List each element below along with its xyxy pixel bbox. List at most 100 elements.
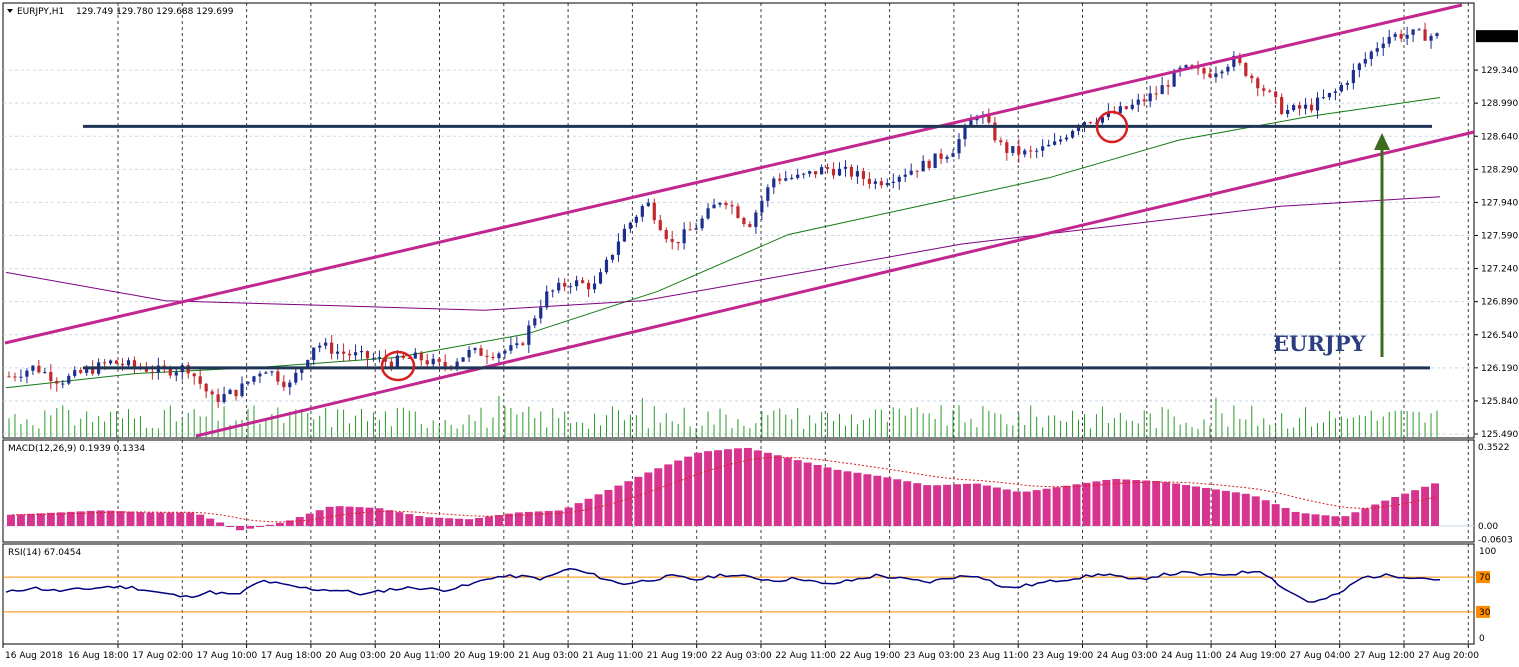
candle-body bbox=[808, 171, 812, 174]
drawing-objects[interactable] bbox=[4, 3, 1475, 438]
candle-body bbox=[132, 360, 137, 367]
candle-body bbox=[1154, 93, 1158, 95]
macd-bar bbox=[1162, 482, 1171, 526]
macd-bar bbox=[1072, 484, 1081, 526]
price-tick-label: 127.940 bbox=[1481, 198, 1518, 208]
price-tick-label: 125.490 bbox=[1481, 430, 1518, 440]
candle-body bbox=[521, 343, 525, 345]
macd-bar bbox=[1261, 500, 1270, 526]
candle-body bbox=[294, 372, 298, 383]
macd-bar bbox=[1431, 483, 1439, 526]
candle-body bbox=[742, 218, 746, 225]
time-tick-label: 16 Aug 2018 bbox=[5, 651, 63, 661]
macd-bar bbox=[1082, 482, 1091, 526]
candle-body bbox=[610, 254, 615, 260]
macd-bar bbox=[783, 457, 792, 526]
time-tick-label: 23 Aug 03:00 bbox=[904, 651, 965, 661]
candle-body bbox=[557, 282, 561, 291]
macd-bar bbox=[1421, 486, 1430, 526]
macd-bar bbox=[704, 451, 713, 526]
candle-body bbox=[837, 168, 842, 176]
candle-body bbox=[228, 389, 232, 395]
candle-body bbox=[300, 366, 304, 373]
time-tick-label: 21 Aug 11:00 bbox=[582, 651, 643, 661]
macd-bar bbox=[1221, 490, 1230, 526]
rsi-level-tag bbox=[1476, 605, 1490, 618]
macd-bar bbox=[1182, 485, 1191, 526]
macd-bar bbox=[724, 449, 732, 526]
macd-bar bbox=[485, 516, 493, 526]
time-tick-label: 17 Aug 02:00 bbox=[132, 651, 193, 661]
time-tick-label: 23 Aug 19:00 bbox=[1033, 651, 1094, 661]
candle-body bbox=[67, 375, 71, 384]
candle-body bbox=[240, 383, 244, 397]
candle-body bbox=[144, 368, 149, 372]
candle-body bbox=[1333, 91, 1338, 93]
candle-body bbox=[563, 282, 567, 287]
macd-bar bbox=[176, 512, 185, 526]
time-tick-label: 27 Aug 20:00 bbox=[1418, 651, 1479, 661]
candle-body bbox=[383, 357, 388, 362]
candle-body bbox=[264, 372, 268, 374]
candle-body bbox=[425, 360, 429, 365]
candle-body bbox=[760, 200, 764, 213]
candle-body bbox=[168, 368, 172, 376]
macd-bar bbox=[923, 485, 932, 526]
macd-bar bbox=[475, 518, 483, 526]
candle-body bbox=[1017, 146, 1021, 155]
macd-bar bbox=[883, 477, 892, 526]
time-tick-label: 22 Aug 19:00 bbox=[840, 651, 901, 661]
macd-bar bbox=[873, 475, 882, 526]
rsi-level-tag bbox=[1476, 571, 1490, 584]
candle-body bbox=[282, 381, 286, 388]
macd-bar bbox=[953, 484, 961, 526]
macd-panel[interactable] bbox=[2, 439, 1475, 543]
candle-body bbox=[1357, 63, 1361, 70]
candle-body bbox=[395, 355, 399, 368]
candle-body bbox=[1058, 139, 1063, 142]
macd-bar bbox=[1281, 508, 1290, 526]
candle-body bbox=[150, 371, 154, 373]
macd-bar bbox=[594, 494, 603, 526]
macd-bar bbox=[763, 452, 772, 526]
macd-bar bbox=[166, 512, 175, 526]
candle-body bbox=[1393, 33, 1397, 37]
candle-body bbox=[222, 394, 226, 402]
candle-body bbox=[939, 153, 943, 159]
candle-body bbox=[1214, 73, 1218, 78]
candle-body bbox=[987, 116, 991, 123]
candle-body bbox=[1286, 110, 1290, 114]
macd-bar bbox=[246, 526, 254, 529]
macd-bar bbox=[793, 460, 802, 526]
price-tick-label: 126.540 bbox=[1481, 331, 1518, 341]
candle-body bbox=[1047, 144, 1051, 147]
candle-body bbox=[915, 170, 919, 172]
candle-body bbox=[371, 358, 376, 360]
macd-bar bbox=[415, 516, 424, 526]
macd-bar bbox=[1062, 485, 1071, 526]
price-tick-label: 128.640 bbox=[1481, 132, 1518, 142]
macd-bar bbox=[963, 483, 971, 526]
macd-bar bbox=[494, 515, 503, 526]
candle-body bbox=[831, 168, 836, 176]
price-panel[interactable] bbox=[2, 2, 1475, 439]
macd-bar bbox=[1211, 489, 1220, 526]
macd-bar bbox=[992, 487, 1001, 526]
dropdown-triangle-icon[interactable] bbox=[7, 9, 13, 13]
candle-body bbox=[1076, 126, 1081, 131]
candle-body bbox=[951, 153, 955, 157]
candle-body bbox=[85, 368, 89, 373]
macd-bar bbox=[1321, 515, 1330, 526]
macd-bar bbox=[216, 522, 225, 526]
macd-bar bbox=[285, 520, 294, 526]
candle-body bbox=[318, 345, 322, 348]
candle-body bbox=[1387, 36, 1391, 44]
rsi-panel[interactable] bbox=[2, 543, 1475, 645]
macd-bar bbox=[1172, 483, 1181, 526]
macd-bar bbox=[853, 472, 862, 526]
candle-body bbox=[1381, 43, 1385, 49]
candle-body bbox=[706, 208, 710, 219]
axis-labels: 129.340 128.990 128.640 128.290 127.940 127.5… bbox=[2, 30, 1518, 661]
macd-bar bbox=[455, 518, 464, 526]
candle-body bbox=[1345, 83, 1349, 85]
